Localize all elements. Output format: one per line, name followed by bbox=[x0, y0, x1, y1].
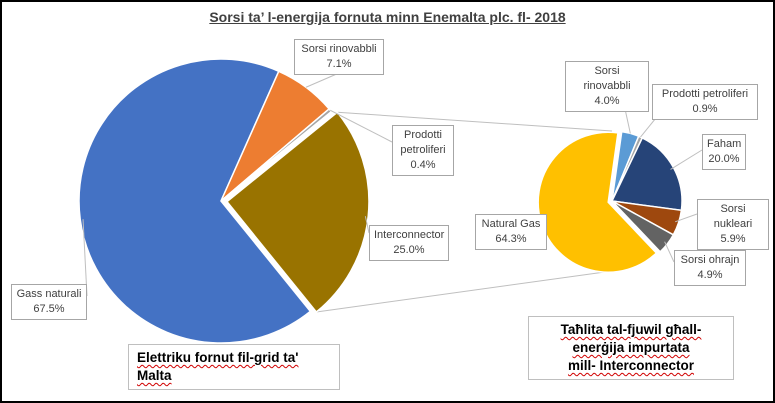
leader-sorsi-rinovabbli-main bbox=[305, 72, 340, 88]
leader-faham bbox=[670, 149, 703, 170]
label-interconnector: Interconnector 25.0% bbox=[369, 225, 449, 261]
label-sorsi-ohrajn: Sorsi ohrajn 4.9% bbox=[674, 250, 746, 286]
label-faham: Faham 20.0% bbox=[702, 134, 746, 170]
leader-prodotti-petroliferi-main bbox=[329, 109, 393, 143]
connector-line-top bbox=[337, 111, 613, 132]
label-gass-naturali: Gass naturali 67.5% bbox=[11, 284, 87, 320]
caption-main: Elettriku fornut fil-grid ta' Malta bbox=[128, 344, 340, 390]
chart-title: Sorsi ta’ l-energija fornuta minn Enemal… bbox=[209, 9, 566, 25]
secondary-pie bbox=[537, 130, 683, 273]
label-sorsi-rinovabbli-secondary: Sorsi rinovabbli 4.0% bbox=[565, 61, 649, 112]
leader-lines bbox=[82, 72, 703, 297]
leader-gass-naturali bbox=[82, 219, 88, 297]
leader-interconnector bbox=[364, 216, 370, 234]
bar-of-pie-connectors bbox=[316, 111, 613, 313]
label-prodotti-petroliferi-secondary: Prodotti petroliferi 0.9% bbox=[652, 84, 758, 120]
label-prodotti-petroliferi-main: Prodotti petroliferi 0.4% bbox=[392, 125, 454, 176]
connector-line-bottom bbox=[316, 270, 613, 313]
label-sorsi-rinovabbli-main: Sorsi rinovabbli 7.1% bbox=[294, 39, 384, 75]
label-sorsi-nukleari: Sorsi nukleari 5.9% bbox=[697, 199, 769, 250]
leader-sorsi-nukleari bbox=[674, 213, 698, 223]
caption-secondary: Taħlita tal-fjuwil għall-enerġija impurt… bbox=[528, 316, 734, 380]
leader-sorsi-ohrajn bbox=[664, 241, 675, 263]
pie-slice-sorsi-ohrajn bbox=[611, 200, 675, 253]
main-pie bbox=[78, 58, 370, 344]
pie-slice-interconnector bbox=[225, 111, 370, 314]
label-natural-gas: Natural Gas 64.3% bbox=[475, 214, 547, 250]
